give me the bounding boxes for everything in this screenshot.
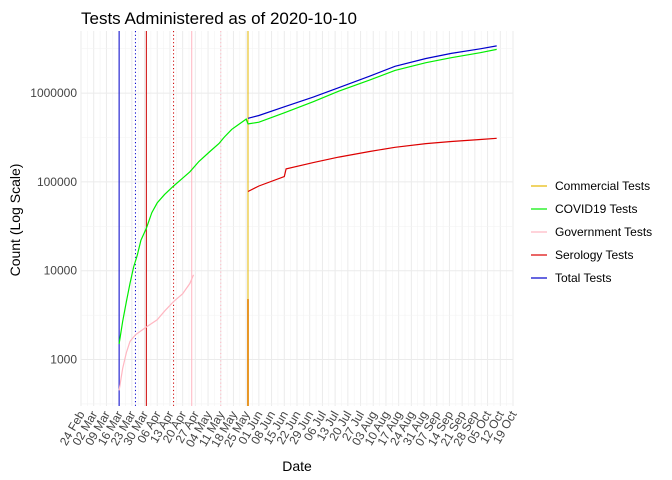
series-line — [118, 48, 497, 344]
legend-label: COVID19 Tests — [555, 202, 637, 216]
x-axis-title: Date — [282, 458, 312, 474]
legend-label: Total Tests — [555, 271, 611, 285]
series-line — [247, 137, 497, 193]
y-axis-title: Count (Log Scale) — [7, 164, 23, 277]
y-tick-label: 1000 — [50, 353, 77, 367]
y-tick-label: 10000 — [44, 264, 78, 278]
grid — [80, 31, 514, 406]
legend-label: Commercial Tests — [555, 179, 650, 193]
legend: Commercial Tests COVID19 Tests Government … — [531, 179, 652, 285]
y-tick-label: 1000000 — [30, 86, 77, 100]
legend-label: Government Tests — [555, 225, 652, 239]
legend-label: Serology Tests — [555, 248, 634, 262]
y-axis-ticks: 1000 10000 100000 1000000 — [30, 86, 77, 366]
series-layer — [118, 45, 497, 406]
chart-title: Tests Administered as of 2020-10-10 — [81, 9, 357, 28]
series-line — [118, 274, 195, 391]
y-tick-label: 100000 — [37, 175, 77, 189]
series-line — [247, 45, 497, 119]
